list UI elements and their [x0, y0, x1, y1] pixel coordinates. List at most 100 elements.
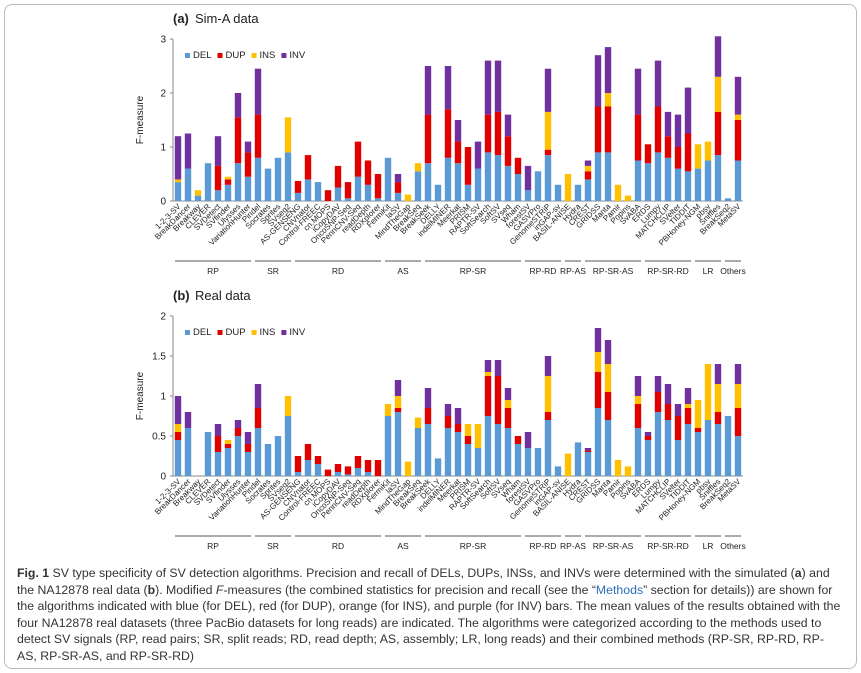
bar-segment [594, 152, 602, 201]
bar-segment [734, 160, 742, 201]
bar-segment [304, 179, 312, 201]
bar-segment [454, 141, 462, 164]
legend-swatch [185, 330, 190, 335]
bar-segment [674, 404, 682, 416]
bar-segment [734, 114, 742, 120]
bar-segment [524, 165, 532, 191]
bar-segment [334, 472, 342, 476]
caption-text: a [794, 566, 802, 580]
bar-segment [444, 416, 452, 428]
bar-segment [514, 174, 522, 201]
bar-segment [484, 60, 492, 115]
bar-segment [594, 106, 602, 153]
chart-title: Sim-A data [195, 11, 259, 26]
bar-segment [384, 404, 392, 416]
bar-segment [634, 68, 642, 115]
bar-segment [704, 160, 712, 201]
bar-segment [694, 168, 702, 201]
panel-label: (a) [173, 11, 189, 26]
bar-segment [234, 428, 242, 436]
bar-segment [184, 428, 192, 476]
caption-text: ” section for details)) are shown for th… [17, 582, 841, 663]
group-label: RP-RD [530, 541, 557, 551]
bar-segment [224, 440, 232, 444]
group-label: RP-SR-RD [647, 541, 689, 551]
bar-segment [684, 171, 692, 201]
bar-segment [684, 388, 692, 404]
bar-segment [254, 157, 262, 201]
bar-segment [544, 376, 552, 412]
caption-text[interactable]: Methods [595, 582, 644, 597]
bar-segment [274, 436, 282, 476]
bar-segment [714, 155, 722, 201]
bar-segment [534, 171, 542, 201]
bar-segment [544, 420, 552, 476]
bar-segment [474, 448, 482, 476]
bar-segment [544, 356, 552, 376]
bar-segment [304, 155, 312, 180]
bar-segment [594, 55, 602, 107]
y-tick-label: 2 [160, 312, 166, 323]
bar-segment [694, 144, 702, 169]
bar-segment [644, 436, 652, 440]
bar-segment [174, 432, 182, 440]
bar-segment [644, 432, 652, 436]
bar-segment [254, 114, 262, 158]
bar-segment [264, 444, 272, 476]
bar-segment [564, 453, 572, 476]
bar-segment [274, 157, 282, 201]
bar-segment [184, 412, 192, 428]
bar-segment [514, 444, 522, 476]
bar-segment [734, 76, 742, 115]
bar-segment [704, 141, 712, 161]
bar-segment [284, 416, 292, 476]
bar-segment [174, 136, 182, 180]
bar-segment [644, 163, 652, 201]
caption-text: Fig. 1 [17, 566, 50, 580]
bar-segment [384, 416, 392, 476]
bar-segment [214, 452, 222, 476]
bar-segment [444, 157, 452, 201]
bar-segment [284, 152, 292, 201]
bar-segment [664, 111, 672, 137]
bar-segment [214, 165, 222, 191]
bar-segment [644, 440, 652, 476]
bar-segment [604, 47, 612, 93]
legend-label: INS [260, 327, 276, 338]
bar-segment [254, 428, 262, 476]
bar-segment [444, 404, 452, 416]
bar-segment [184, 133, 192, 169]
bar-segment [224, 184, 232, 201]
bar-segment [534, 448, 542, 476]
bar-segment [524, 190, 532, 201]
legend-label: INS [260, 50, 276, 61]
bar-segment [694, 432, 702, 476]
bar-segment [654, 106, 662, 153]
legend-label: INV [289, 327, 306, 338]
bar-segment [294, 181, 302, 193]
group-label: Others [720, 266, 746, 276]
bar-segment [394, 174, 402, 183]
bar-segment [244, 176, 252, 201]
bar-segment [584, 450, 592, 452]
bar-segment [384, 157, 392, 201]
bar-segment [224, 444, 232, 448]
bar-segment [654, 412, 662, 476]
bar-segment [664, 136, 672, 158]
caption-text: b [147, 582, 156, 597]
bar-segment [684, 87, 692, 134]
bar-segment [374, 174, 382, 199]
bar-segment [674, 114, 682, 147]
bar-segment [464, 184, 472, 201]
y-tick-label: 1 [160, 143, 166, 154]
bar-segment [174, 440, 182, 476]
bar-segment [254, 384, 262, 408]
bar-segment [324, 190, 332, 201]
bar-segment [484, 376, 492, 416]
bar-segment [494, 376, 502, 424]
y-tick-label: 0.5 [152, 432, 166, 443]
bar-segment [734, 408, 742, 436]
bar-segment [584, 179, 592, 201]
group-label: SR [267, 541, 279, 551]
bar-segment [424, 163, 432, 201]
